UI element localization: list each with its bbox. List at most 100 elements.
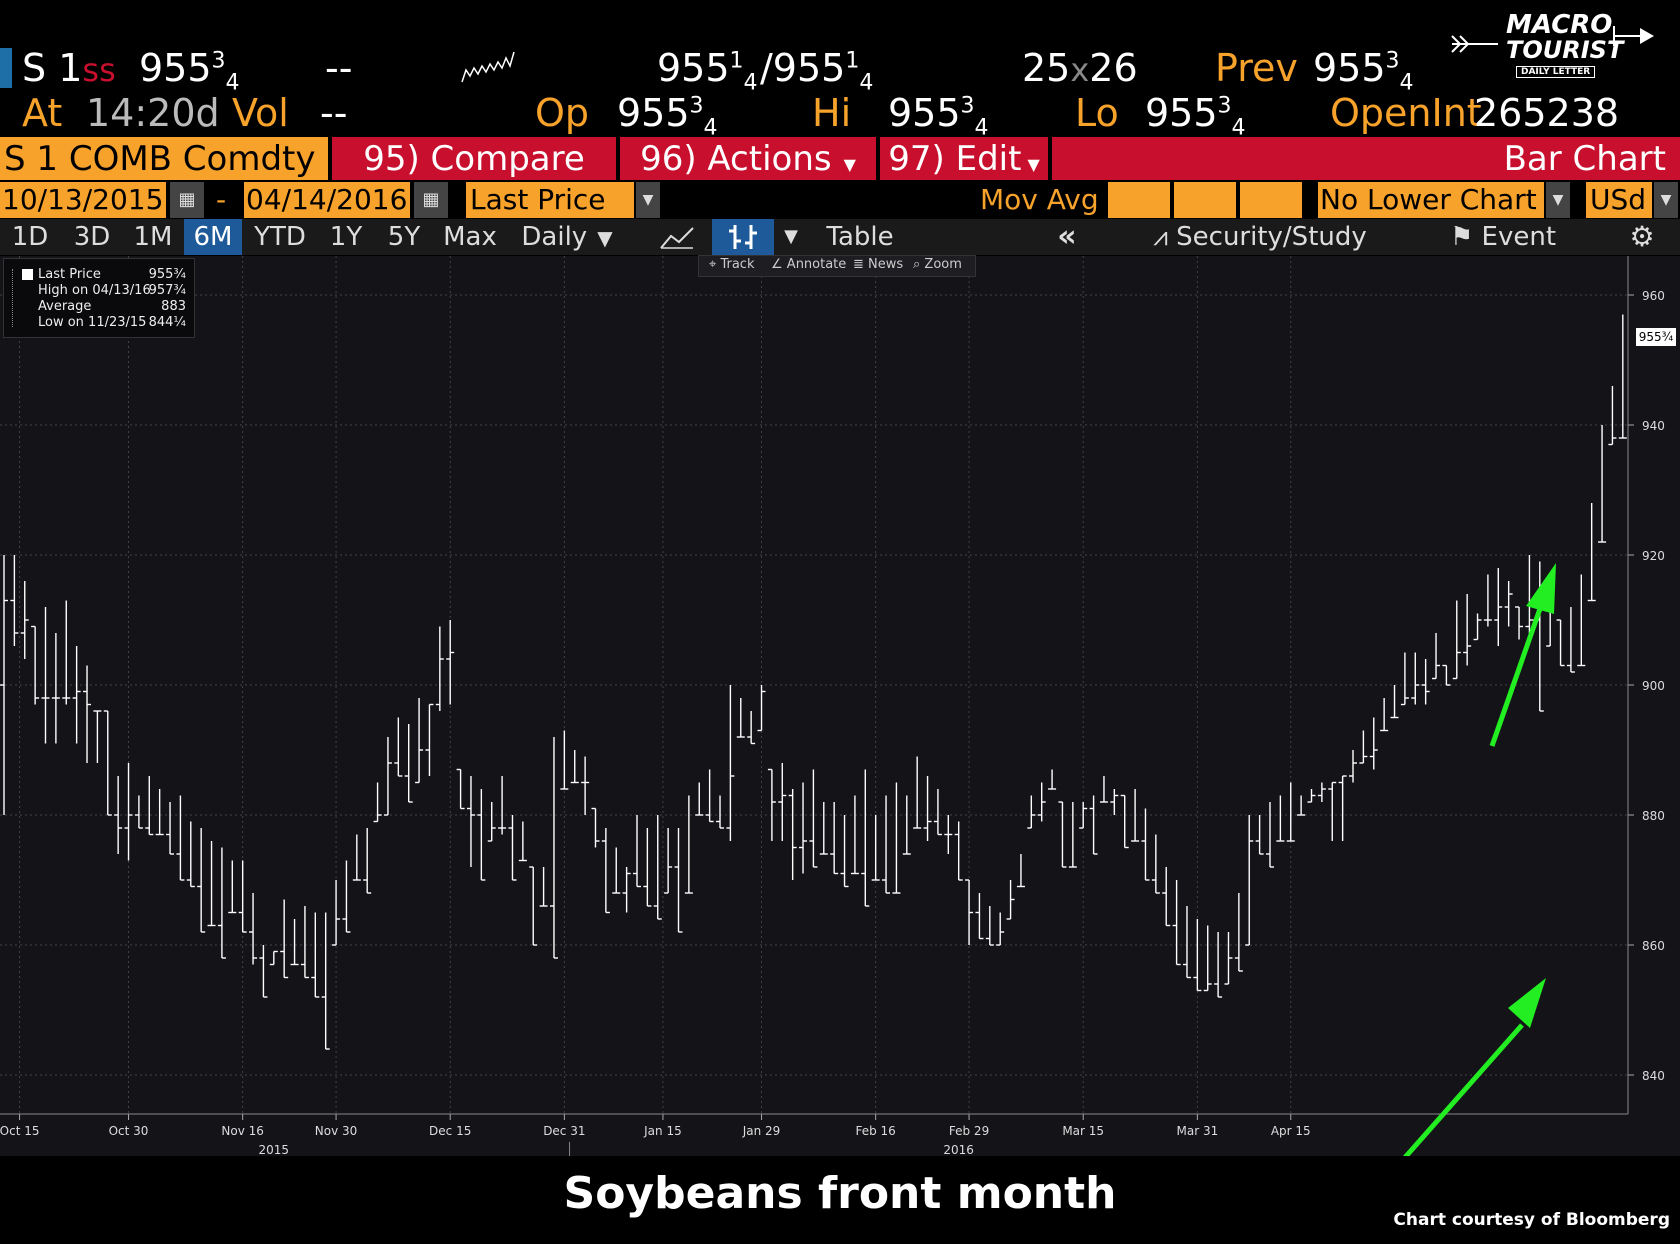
- legend-tree-line: [12, 269, 21, 327]
- openint-label: OpenInt: [1330, 91, 1482, 135]
- currency-select[interactable]: USd: [1586, 182, 1652, 218]
- start-date-field[interactable]: 10/13/2015: [0, 182, 166, 218]
- year-label: 2016: [943, 1143, 974, 1156]
- x-tick-label: Feb 16: [855, 1124, 895, 1138]
- calendar-icon[interactable]: ▦: [170, 182, 204, 218]
- security-marker: [0, 48, 12, 88]
- at-label: At: [22, 91, 63, 135]
- compare-button[interactable]: 95) Compare: [332, 137, 616, 180]
- high-price: 95534: [888, 91, 989, 141]
- year-label: 2015: [259, 1143, 290, 1156]
- logo-line3: DAILY LETTER: [1516, 66, 1596, 78]
- legend-high-label: High on 04/13/16: [38, 283, 151, 298]
- sparkline-icon: [461, 51, 515, 83]
- crosshair-icon: ⌖: [709, 257, 721, 272]
- mov-avg-field-2[interactable]: [1174, 182, 1236, 218]
- legend-high-value: 957¾: [148, 283, 186, 298]
- chart-credit: Chart courtesy of Bloomberg: [1393, 1210, 1670, 1230]
- period-1d[interactable]: 1D: [11, 222, 49, 252]
- x-tick-label: Nov 30: [315, 1124, 358, 1138]
- flag-icon: ⚑: [1449, 222, 1482, 252]
- caret-down-icon[interactable]: ▼: [636, 182, 660, 218]
- chart-controls: 10/13/2015 ▦ - 04/14/2016 ▦ Last Price ▼…: [0, 182, 1680, 218]
- frequency-select[interactable]: Daily ▼: [521, 222, 613, 252]
- x-tick-label: Mar 31: [1176, 1124, 1218, 1138]
- caret-down-icon: ▼: [1027, 155, 1040, 174]
- x-tick-label: Apr 15: [1271, 1124, 1311, 1138]
- lower-chart-select[interactable]: No Lower Chart: [1318, 182, 1544, 218]
- settings-gear-icon[interactable]: ⚙: [1629, 220, 1655, 253]
- line-chart-icon[interactable]: [646, 219, 708, 255]
- y-tick-label: 960: [1642, 289, 1665, 303]
- legend-last-value: 955¾: [148, 267, 186, 282]
- bid-price: 95514: [657, 46, 758, 96]
- period-max[interactable]: Max: [443, 222, 497, 252]
- legend-last-label: Last Price: [38, 267, 101, 282]
- y-tick-label: 940: [1642, 419, 1665, 433]
- track-tool[interactable]: ⌖ Track: [709, 257, 755, 272]
- ticker: S 1ss: [22, 46, 116, 90]
- chart-tools: ⌖ Track ∠ Annotate ≣ News ⌕ Zoom: [698, 255, 976, 277]
- actions-button[interactable]: 96) Actions ▼: [620, 137, 876, 180]
- chart-style-caret-icon[interactable]: ▼: [784, 226, 798, 247]
- x-tick-label: Jan 15: [643, 1124, 682, 1138]
- period-6m[interactable]: 6M: [184, 219, 242, 255]
- period-1y[interactable]: 1Y: [329, 222, 363, 252]
- chart-type-title: Bar Chart: [1052, 137, 1680, 180]
- y-tick-label: 860: [1642, 939, 1665, 953]
- last-price: 95534: [139, 46, 240, 96]
- open-label: Op: [535, 91, 590, 135]
- mov-avg-field-3[interactable]: [1240, 182, 1302, 218]
- security-study-button[interactable]: ⩘ Security/Study: [1153, 222, 1367, 252]
- zoom-tool[interactable]: ⌕ Zoom: [913, 257, 962, 272]
- legend-avg-value: 883: [161, 299, 186, 314]
- trend-arrow-lower-head: [1508, 978, 1546, 1028]
- event-button[interactable]: ⚑ Event: [1449, 222, 1557, 252]
- period-ytd[interactable]: YTD: [254, 222, 306, 252]
- caret-down-icon[interactable]: ▼: [1546, 182, 1570, 218]
- edit-button[interactable]: 97) Edit ▼: [880, 137, 1048, 180]
- caret-down-icon: ▼: [843, 155, 856, 174]
- y-tick-label: 900: [1642, 679, 1665, 693]
- bar-chart-icon[interactable]: [712, 219, 774, 255]
- period-1m[interactable]: 1M: [133, 222, 173, 252]
- field-select[interactable]: Last Price: [466, 182, 634, 218]
- x-tick-label: Oct 15: [0, 1124, 39, 1138]
- trend-arrow-upper-head: [1526, 563, 1556, 614]
- caret-down-icon[interactable]: ▼: [1654, 182, 1678, 218]
- news-tool[interactable]: ≣ News: [853, 257, 904, 272]
- menu-bar: S 1 COMB Comdty 95) Compare 96) Actions ▼…: [0, 137, 1680, 180]
- y-tick-label: 840: [1642, 1069, 1665, 1083]
- logo-line2: TOURIST: [1506, 36, 1624, 64]
- prev-label: Prev: [1215, 46, 1298, 90]
- bid-ask-size: 25x26: [1022, 46, 1138, 90]
- end-date-field[interactable]: 04/14/2016: [244, 182, 410, 218]
- x-tick-label: Oct 30: [109, 1124, 149, 1138]
- quote-time: 14:20d: [86, 91, 220, 135]
- mov-avg-field-1[interactable]: [1108, 182, 1170, 218]
- open-price: 95534: [617, 91, 718, 141]
- calendar-icon[interactable]: ▦: [414, 182, 448, 218]
- legend-low-label: Low on 11/23/15: [38, 315, 147, 330]
- quote-header: S 1ss 95534 -- 95514 /95514 25x26 Prev 9…: [0, 0, 1680, 141]
- table-button[interactable]: Table: [826, 222, 894, 252]
- legend-swatch: [22, 269, 33, 280]
- pencil-icon: ∠: [771, 257, 787, 272]
- chart-legend: Last Price 955¾ High on 04/13/16 957¾ Av…: [3, 258, 195, 338]
- high-label: Hi: [812, 91, 852, 135]
- period-3d[interactable]: 3D: [73, 222, 111, 252]
- x-tick-label: Jan 29: [742, 1124, 781, 1138]
- x-tick-label: Nov 16: [221, 1124, 264, 1138]
- x-tick-label: Dec 31: [543, 1124, 585, 1138]
- y-tick-label: 920: [1642, 549, 1665, 563]
- vol-value: --: [320, 91, 348, 135]
- chart-caption: Soybeans front month: [563, 1168, 1117, 1219]
- vol-label: Vol: [232, 91, 289, 135]
- collapse-icon[interactable]: «: [1057, 219, 1077, 254]
- security-name[interactable]: S 1 COMB Comdty: [0, 137, 328, 180]
- legend-avg-label: Average: [38, 299, 92, 314]
- annotate-tool[interactable]: ∠ Annotate: [771, 257, 847, 272]
- period-toolbar: 1D 3D 1M 6M YTD 1Y 5Y Max Daily ▼ ▼ Table…: [0, 219, 1680, 255]
- x-tick-label: Dec 15: [429, 1124, 471, 1138]
- period-5y[interactable]: 5Y: [387, 222, 421, 252]
